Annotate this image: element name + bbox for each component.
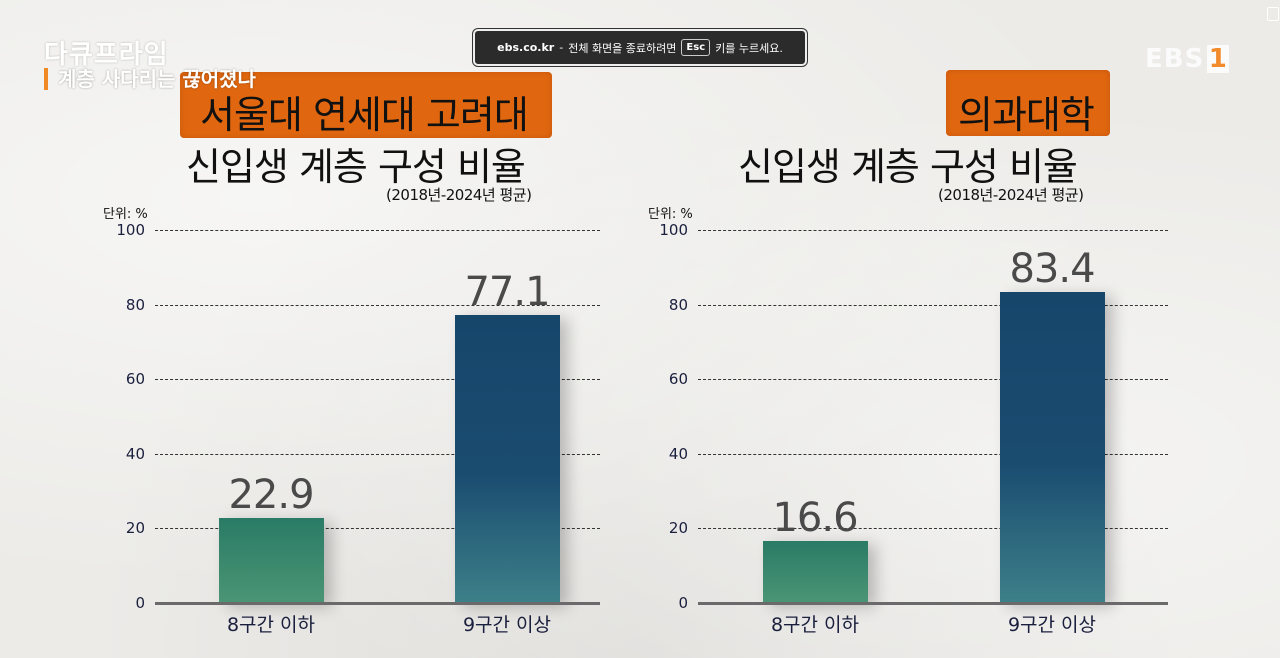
y-tick: 80	[125, 295, 145, 314]
gridline-100	[155, 230, 600, 231]
y-tick: 0	[135, 594, 145, 612]
y-tick: 20	[668, 519, 688, 538]
x-axis-line	[155, 602, 600, 605]
title-highlight	[180, 72, 552, 138]
category-label: 8구간 이하	[770, 614, 860, 636]
gridline-80	[155, 304, 600, 306]
y-tick: 0	[678, 594, 688, 612]
gridline-40	[698, 453, 1168, 455]
gridline-40	[155, 453, 600, 455]
gridline-20	[155, 528, 600, 530]
bar-9-or-above	[1000, 291, 1105, 603]
bar-value-label: 77.1	[464, 269, 550, 316]
notice-domain: ebs.co.kr	[497, 41, 555, 54]
unit-label: 단위: %	[103, 207, 148, 222]
chart-subtitle: (2018년-2024년 평균)	[386, 186, 532, 204]
esc-key-hint: Esc	[681, 39, 711, 56]
bar-value-label: 83.4	[1009, 245, 1095, 292]
bar-8-or-below	[763, 541, 868, 603]
gridline-60	[698, 379, 1168, 381]
y-tick: 60	[125, 370, 145, 389]
gridline-20	[698, 528, 1168, 530]
gridline-100	[698, 230, 1168, 231]
unit-label: 단위: %	[648, 207, 693, 222]
y-tick: 40	[668, 444, 688, 463]
y-tick: 60	[668, 370, 688, 389]
chart-title: 신입생 계층 구성 비율	[186, 145, 526, 189]
chart-subtitle: (2018년-2024년 평균)	[938, 186, 1084, 204]
chart-panel-sky: 서울대 연세대 고려대 신입생 계층 구성 비율 (2018년-2024년 평균…	[103, 72, 600, 636]
y-tick: 100	[659, 221, 688, 239]
y-tick: 40	[125, 444, 145, 463]
plot-area: 100 80 60 40 20 0 16.6 83.4 8구간 이하 9구간 이…	[659, 221, 1168, 636]
bar-value-label: 22.9	[228, 471, 314, 518]
lock-icon	[1267, 7, 1279, 21]
channel-logo: EBS 1	[1145, 44, 1230, 74]
x-axis-line	[698, 602, 1168, 605]
y-tick: 100	[116, 221, 145, 239]
fullscreen-exit-notice: ebs.co.kr - 전체 화면을 종료하려면 Esc 키를 누르세요.	[473, 29, 807, 66]
gridline-80	[698, 304, 1168, 306]
chart-highlight-title: 의과대학	[958, 93, 1095, 137]
bar-9-or-above	[455, 315, 560, 603]
channel-logo-number: 1	[1207, 44, 1230, 74]
bar-value-label: 16.6	[772, 495, 858, 542]
chart-panel-medical: 의과대학 신입생 계층 구성 비율 (2018년-2024년 평균) 단위: %…	[640, 0, 1280, 658]
notice-message: 전체 화면을 종료하려면	[568, 41, 677, 55]
category-label: 9구간 이상	[462, 614, 552, 636]
chart-highlight-title: 서울대 연세대 고려대	[200, 93, 529, 137]
category-label: 9구간 이상	[1007, 614, 1097, 636]
bar-8-or-below	[219, 517, 324, 603]
episode-title: 계층 사다리는 끊어졌나	[44, 68, 256, 90]
channel-logo-text: EBS	[1145, 44, 1205, 74]
notice-separator: -	[559, 41, 564, 54]
gridline-60	[155, 379, 600, 381]
y-tick: 80	[668, 295, 688, 314]
category-label: 8구간 이하	[226, 614, 316, 636]
plot-area: 100 80 60 40 20 0 22.9 77.1 8구간 이하 9구간 이…	[116, 221, 600, 636]
program-title: 다큐프라임	[44, 40, 169, 70]
y-tick: 20	[125, 519, 145, 538]
chart-title: 신입생 계층 구성 비율	[738, 145, 1078, 189]
notice-message-end: 키를 누르세요.	[715, 41, 783, 55]
title-highlight	[946, 70, 1110, 136]
